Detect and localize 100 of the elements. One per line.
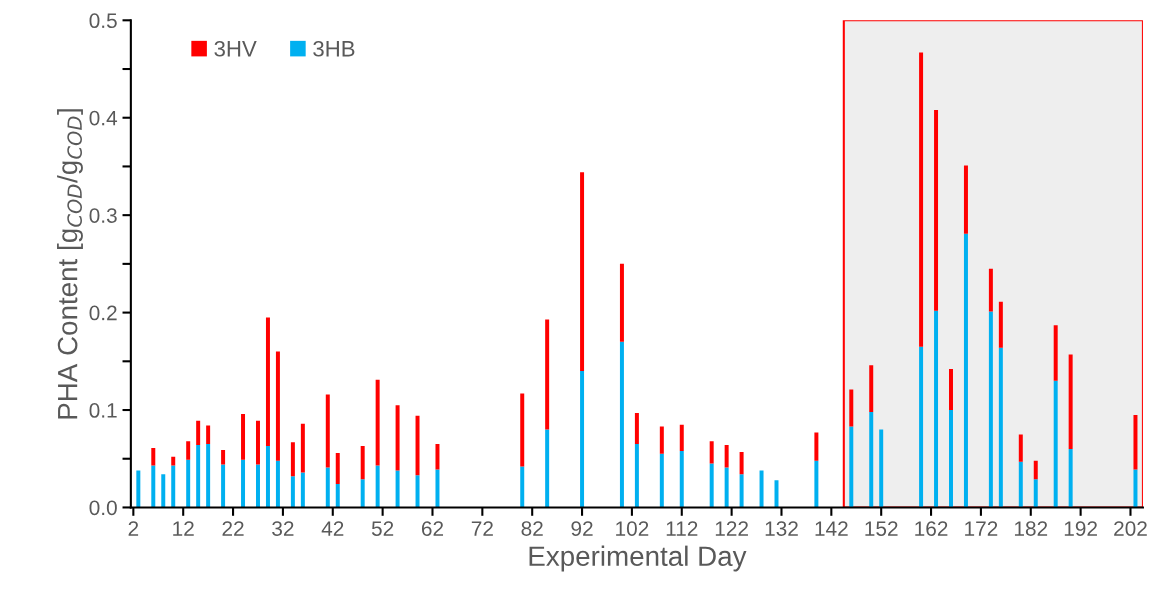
bar — [709, 463, 714, 508]
bar — [221, 449, 226, 465]
bar — [435, 469, 440, 508]
x-tick-label: 82 — [521, 521, 543, 536]
bar — [196, 420, 201, 446]
bar — [1018, 434, 1023, 462]
bar — [1133, 414, 1138, 470]
bar — [375, 465, 380, 508]
bar — [963, 165, 968, 234]
bar — [869, 365, 874, 412]
x-tick-label: 42 — [321, 521, 344, 536]
bar — [1068, 354, 1073, 449]
bar — [934, 109, 939, 311]
bar — [186, 441, 191, 460]
bar — [151, 448, 156, 466]
x-tick-label: 152 — [865, 521, 898, 536]
bar — [206, 425, 211, 445]
x-tick-label: 22 — [222, 521, 244, 536]
bar — [849, 426, 854, 508]
bar — [988, 268, 993, 312]
bar — [1033, 460, 1038, 480]
bar — [1053, 325, 1058, 381]
bar — [998, 347, 1003, 508]
bar — [1018, 461, 1023, 508]
bar — [241, 459, 246, 508]
x-tick-label: 142 — [815, 521, 848, 536]
bar — [171, 456, 176, 466]
bar — [879, 429, 884, 508]
bar — [963, 233, 968, 508]
legend-label: 3HV — [214, 40, 257, 57]
bar — [265, 317, 270, 447]
y-tick-label: 0.2 — [89, 305, 117, 321]
bar — [415, 475, 420, 508]
bar — [545, 429, 550, 508]
bar — [171, 465, 176, 508]
bar — [814, 432, 819, 461]
bar — [206, 444, 211, 508]
bar — [619, 341, 624, 508]
bar — [520, 393, 525, 467]
bar — [1133, 469, 1138, 508]
bar — [998, 301, 1003, 348]
x-tick-label: 122 — [715, 521, 748, 536]
bar — [395, 470, 400, 508]
bar — [335, 484, 340, 508]
x-axis-title: Experimental Day — [529, 545, 747, 572]
bar — [221, 464, 226, 508]
bar — [724, 445, 729, 468]
bar — [360, 446, 365, 480]
x-tick-label: 52 — [371, 521, 394, 536]
x-tick-label: 162 — [915, 521, 948, 536]
x-tick-label: 92 — [571, 521, 593, 536]
y-tick-label: 0.3 — [89, 208, 117, 223]
bar — [739, 451, 744, 475]
bar — [759, 470, 764, 508]
bar — [739, 474, 744, 508]
x-tick-label: 202 — [1114, 521, 1147, 536]
bar — [275, 351, 280, 461]
bar — [919, 346, 924, 508]
bar — [934, 310, 939, 508]
y-tick-label: 0.0 — [89, 500, 117, 516]
y-axis-title: PHA Content [g$_{COD}$/g$_{COD}$] — [57, 109, 83, 419]
bar — [724, 467, 729, 508]
bar — [255, 420, 260, 465]
bar — [335, 452, 340, 485]
x-tick-label: 182 — [1014, 521, 1048, 536]
bar — [580, 371, 585, 508]
bar — [869, 411, 874, 508]
bar — [275, 460, 280, 508]
bar — [679, 450, 684, 508]
y-tick-label: 0.4 — [89, 110, 118, 126]
bar — [186, 459, 191, 508]
x-tick-label: 102 — [616, 521, 649, 536]
bar — [949, 369, 953, 411]
bar — [679, 424, 684, 451]
bar — [709, 441, 714, 464]
bar — [949, 410, 953, 508]
bar — [659, 453, 664, 508]
bar — [255, 464, 260, 508]
bar — [435, 444, 440, 470]
bar — [360, 479, 365, 508]
x-tick-label: 172 — [965, 521, 998, 536]
bar — [545, 319, 550, 430]
x-tick-label: 12 — [173, 521, 194, 536]
bar — [415, 415, 420, 476]
y-tick-label: 0.5 — [89, 13, 117, 29]
bar — [290, 442, 295, 477]
bar — [196, 445, 201, 508]
x-tick-label: 192 — [1064, 521, 1097, 536]
bar — [395, 405, 400, 471]
bar — [375, 379, 380, 466]
bar — [659, 426, 664, 454]
bar — [520, 466, 525, 508]
x-tick-label: 72 — [471, 521, 493, 536]
bar — [849, 389, 854, 427]
bar — [634, 444, 639, 508]
bar — [325, 467, 330, 508]
bar — [136, 470, 141, 508]
bar — [290, 476, 295, 508]
bar — [325, 394, 330, 468]
bar — [1053, 380, 1058, 508]
